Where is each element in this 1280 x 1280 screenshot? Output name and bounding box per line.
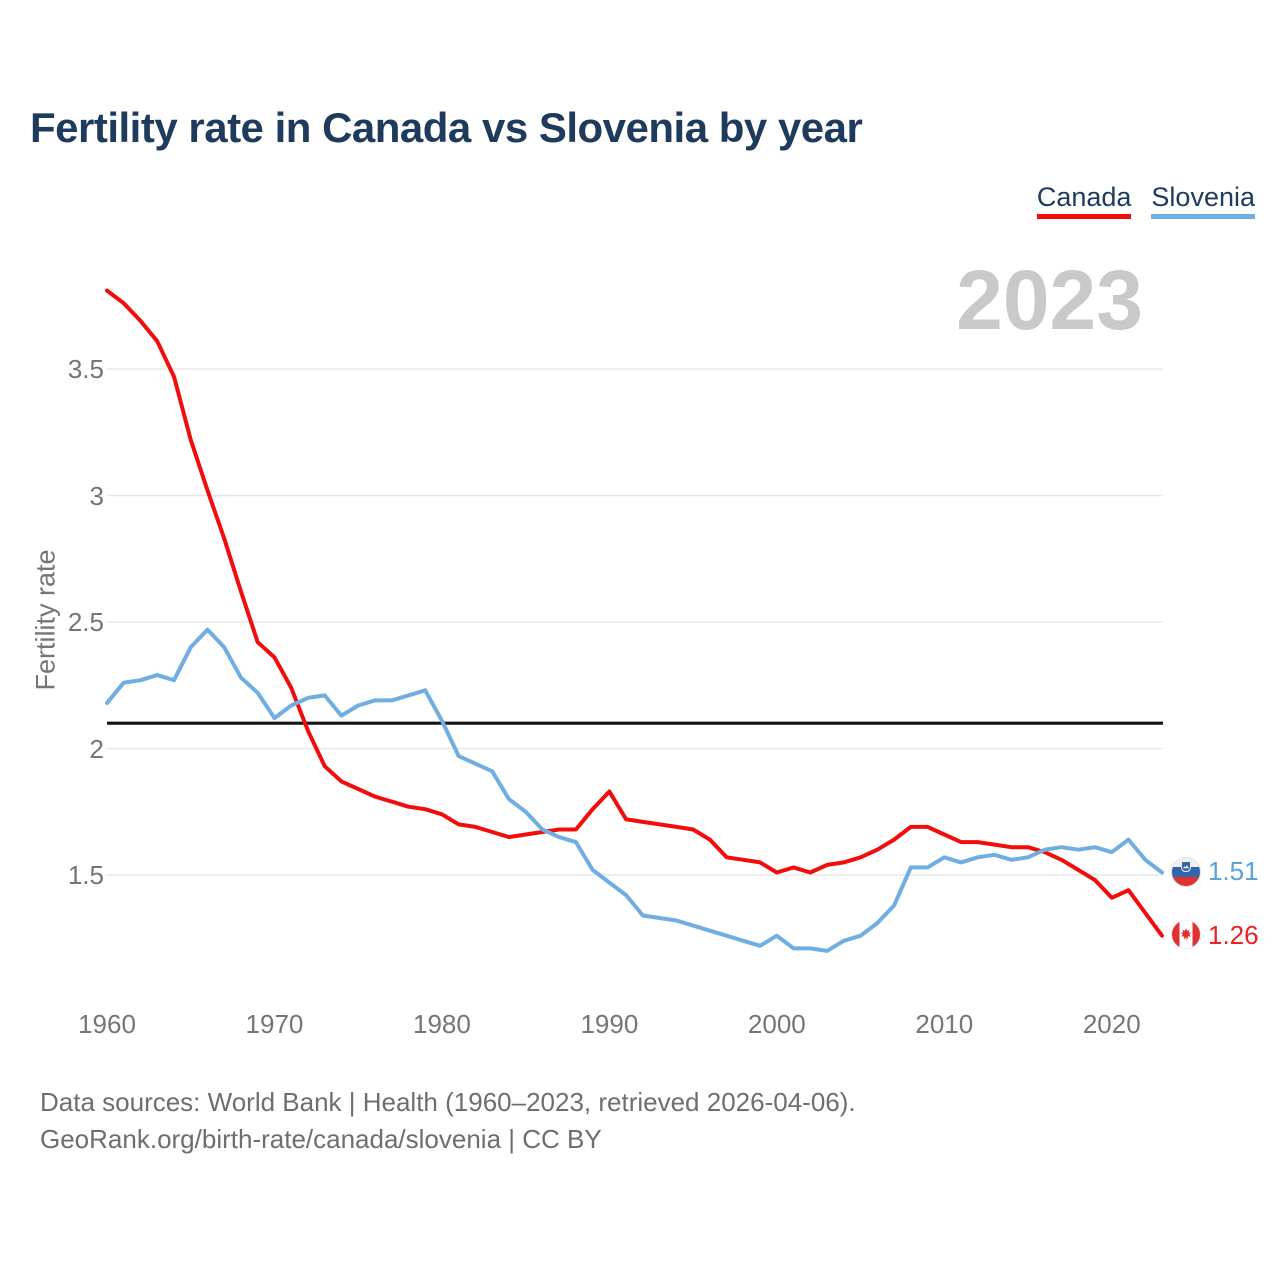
footer: Data sources: World Bank | Health (1960–…	[40, 1084, 856, 1158]
slovenia-flag-icon	[1171, 857, 1201, 887]
x-tick-label: 2000	[747, 1009, 806, 1039]
gridlines-layer	[107, 368, 1163, 876]
slovenia-flag-spacer	[1170, 856, 1200, 886]
footer-attribution-line: GeoRank.org/birth-rate/canada/slovenia |…	[40, 1124, 602, 1154]
legend-label-slovenia: Slovenia	[1151, 182, 1255, 212]
x-tick-label: 2020	[1082, 1009, 1141, 1039]
y-tick-label: 2	[89, 733, 104, 764]
x-tick-label: 1990	[580, 1009, 639, 1039]
end-label-slovenia: 1.51	[1170, 856, 1259, 886]
y-tick-label: 3.5	[67, 354, 104, 384]
y-tick-label: 3	[89, 480, 104, 511]
legend-label-canada: Canada	[1036, 182, 1132, 212]
footer-source-line: Data sources: World Bank | Health (1960–…	[40, 1087, 856, 1117]
slovenia-color-swatch	[1151, 214, 1255, 219]
chart-lines-layer	[105, 288, 1164, 953]
canada-end-value: 1.26	[1208, 920, 1259, 950]
legend: Canada Slovenia	[1036, 182, 1255, 219]
chart-title: Fertility rate in Canada vs Slovenia by …	[30, 104, 863, 151]
x-tick-label: 2010	[915, 1009, 974, 1039]
legend-item-slovenia[interactable]: Slovenia	[1151, 184, 1255, 219]
year-watermark: 2023	[956, 253, 1143, 347]
legend-item-canada[interactable]: Canada	[1036, 182, 1132, 219]
y-tick-label: 2.5	[67, 607, 104, 637]
canada-color-swatch	[1036, 214, 1132, 219]
canada-flag-spacer	[1170, 920, 1200, 950]
y-tick-label: 1.5	[67, 860, 104, 890]
series-line-slovenia	[105, 627, 1164, 953]
x-tick-label: 1960	[78, 1009, 136, 1039]
series-line-canada	[105, 288, 1164, 938]
end-label-canada: 1.26	[1170, 920, 1259, 950]
slovenia-end-value: 1.51	[1208, 856, 1259, 886]
canada-flag-icon	[1171, 919, 1201, 950]
x-tick-label: 1970	[245, 1009, 304, 1039]
x-tick-label: 1980	[412, 1009, 471, 1039]
